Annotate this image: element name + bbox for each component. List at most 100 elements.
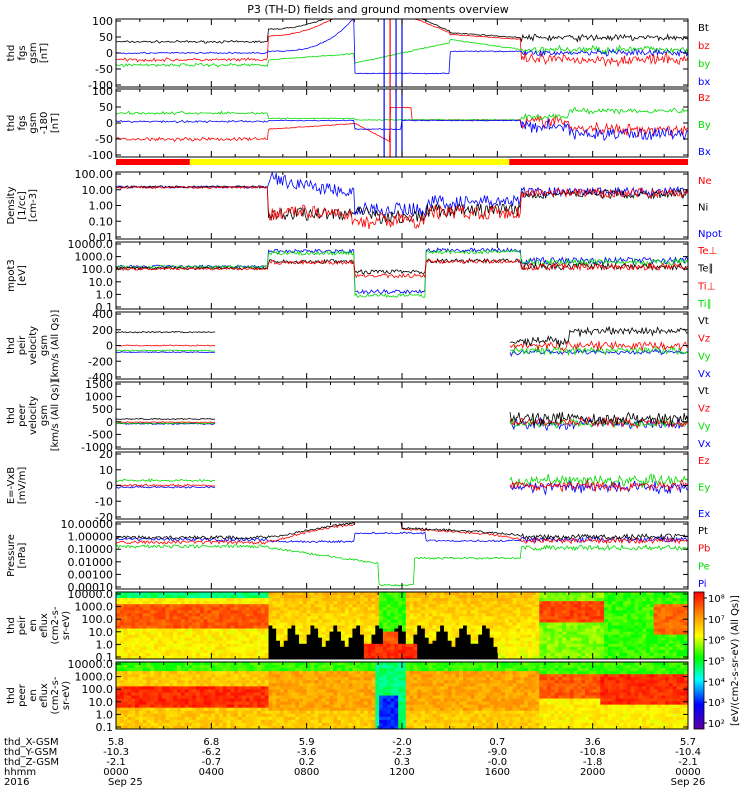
spec-cell [478,637,483,642]
spec-cell [272,619,277,623]
spec-cell [634,616,639,620]
spec-cell [150,683,155,687]
spec-cell [504,592,510,596]
spec-cell [508,613,513,617]
spec-cell [177,637,182,642]
spec-cell [241,628,247,632]
spec-cell [363,649,369,654]
spec-cell [154,695,159,699]
spec-cell [405,592,411,596]
spec-cell [268,713,273,718]
spec-cell [226,695,231,699]
spec-cell [463,592,468,596]
spec-cell [245,665,250,669]
spec-cell [268,637,273,642]
spec-cell [436,640,441,645]
spec-cell [398,695,403,699]
spec-cell [398,698,403,702]
spec-cell [527,625,533,629]
spec-cell [173,631,178,636]
spec-cell [524,595,529,599]
spec-cell [188,719,193,724]
spec-cell [203,674,208,678]
spec-cell [314,701,319,706]
spec-cell [222,604,227,608]
spec-cell [234,613,239,617]
spec-cell [207,628,212,632]
spec-cell [318,649,323,654]
spec-cell [291,649,296,654]
spec-cell [207,677,212,681]
spec-cell [512,610,517,614]
spec-cell [337,655,342,660]
spec-cell [291,719,296,724]
spec-cell [234,655,239,660]
spec-cell [150,634,155,639]
spec-cell [394,652,399,657]
spec-cell [333,598,338,602]
spec-cell [550,655,555,660]
spec-cell [432,649,437,654]
spec-cell [127,725,132,730]
spec-cell [222,713,227,718]
spec-cell [470,604,475,608]
spec-cell [138,671,144,675]
spec-cell [585,610,590,614]
spec-cell [161,604,166,608]
spec-cell [451,649,456,654]
spec-cell [287,655,292,660]
spec-cell [676,604,681,608]
spec-cell [348,722,353,727]
spec-cell [504,619,510,623]
spec-cell [154,625,159,629]
spec-cell [684,643,689,648]
spec-cell [554,619,559,623]
spec-cell [257,643,262,648]
spec-cell [340,640,346,645]
spec-cell [379,674,384,678]
spec-cell [264,634,269,639]
spec-cell [238,625,243,629]
spec-cell [501,619,506,623]
spec-cell [409,592,414,596]
spec-cell [157,716,163,721]
spec-cell [417,625,422,629]
spec-cell [215,595,220,599]
spec-cell [310,698,315,702]
spec-cell [382,704,388,709]
spec-cell [318,640,323,645]
spec-cell [562,616,567,620]
spec-cell [306,674,311,678]
spec-cell [283,671,288,675]
spec-cell [142,628,147,632]
spec-cell [302,634,308,639]
spec-cell [119,616,125,620]
spec-cell [173,698,178,702]
spec-cell [222,601,227,605]
spec-cell [543,601,548,605]
spec-cell [272,707,277,712]
spec-cell [222,722,227,727]
spec-cell [356,628,361,632]
spec-cell [238,622,243,626]
spec-cell [177,649,182,654]
spec-cell [398,707,403,712]
spec-cell [325,695,330,699]
spec-cell [485,601,491,605]
spec-cell [436,601,441,605]
spec-cell [230,689,235,693]
spec-cell [356,652,361,657]
spec-cell [264,649,269,654]
spec-cell [382,683,388,687]
spec-cell [531,598,536,602]
spec-cell [279,719,285,724]
spec-cell [588,613,594,617]
spec-cell [253,616,258,620]
spec-cell [562,640,567,645]
spec-cell [215,604,220,608]
spec-cell [394,683,399,687]
spec-cell [295,634,300,639]
spec-cell [180,628,186,632]
spec-cell [119,604,125,608]
spec-cell [653,634,658,639]
